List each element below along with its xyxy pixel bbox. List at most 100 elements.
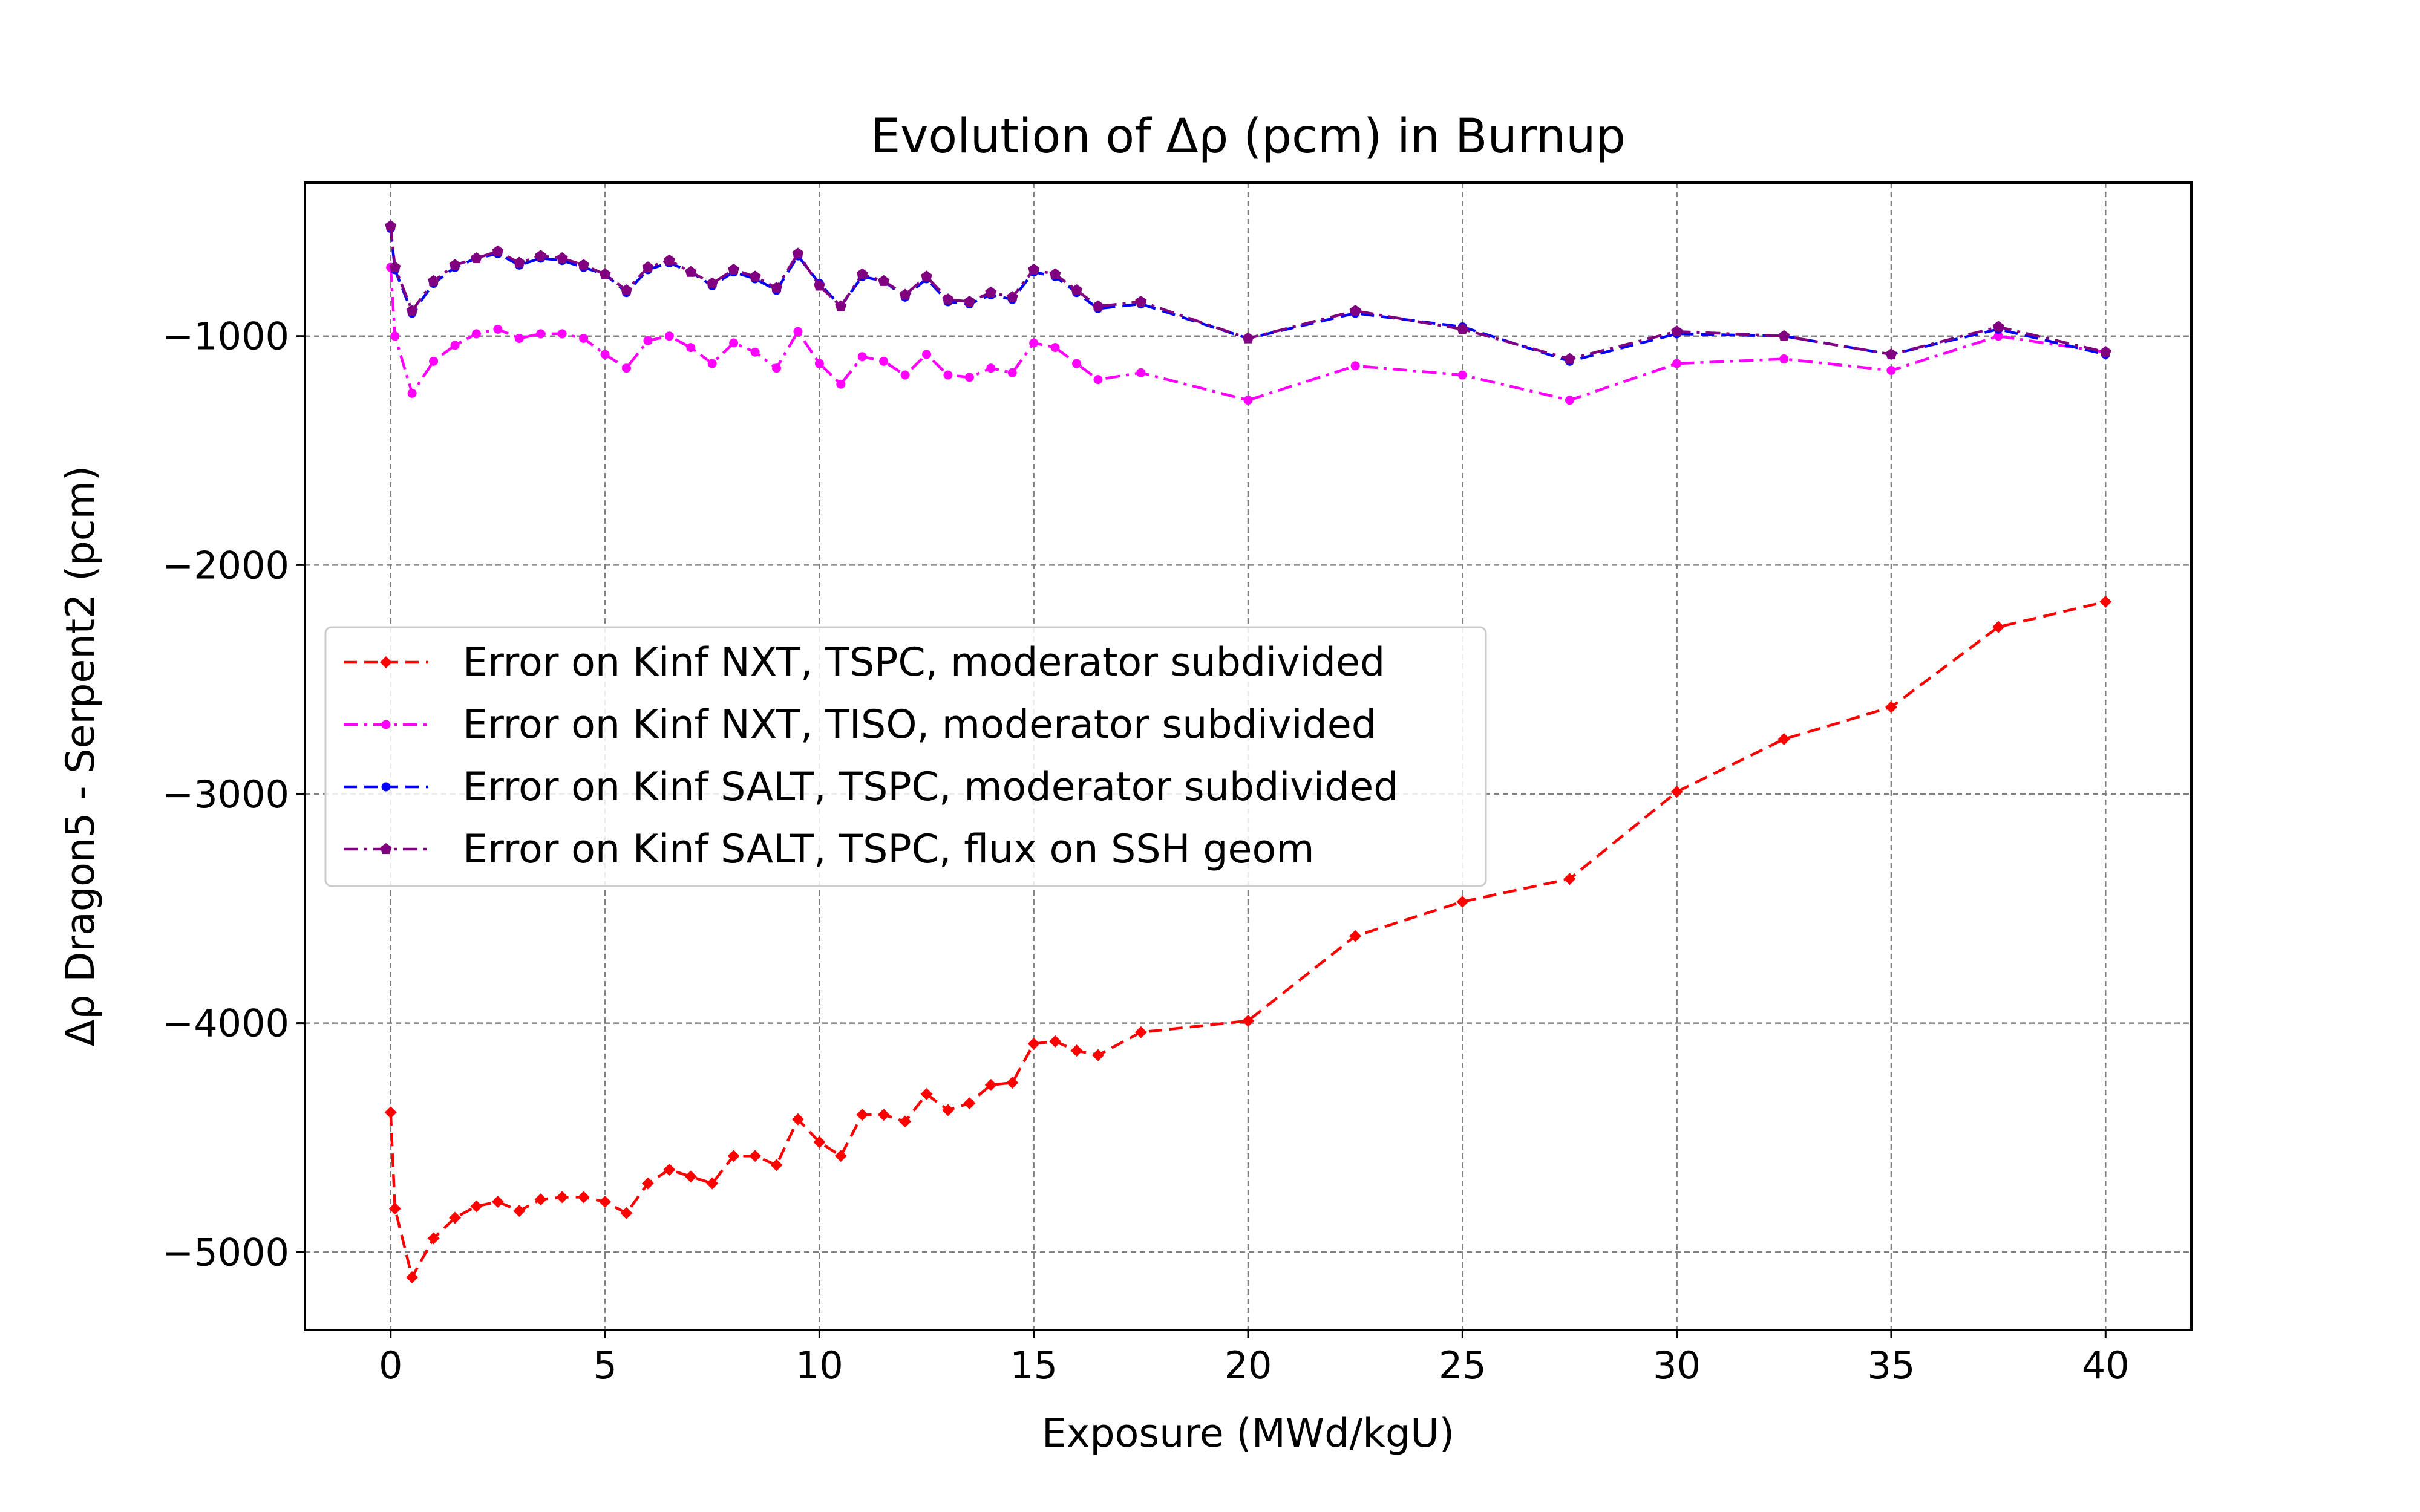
data-point	[1006, 291, 1018, 302]
data-point	[685, 266, 697, 277]
data-point	[471, 329, 481, 339]
data-point	[900, 370, 910, 380]
data-point	[772, 363, 781, 373]
data-point	[941, 1104, 954, 1116]
y-tick-label: −2000	[162, 543, 289, 587]
x-tick-label: 30	[1653, 1343, 1701, 1387]
data-point	[642, 261, 654, 273]
data-point	[1350, 361, 1360, 371]
data-point	[493, 324, 503, 334]
data-point	[1563, 873, 1576, 885]
data-point	[877, 1109, 890, 1121]
data-point	[986, 363, 996, 373]
x-tick-label: 40	[2082, 1343, 2130, 1387]
y-tick-label: −4000	[162, 1002, 289, 1046]
data-point	[491, 1195, 504, 1208]
data-point	[557, 329, 567, 339]
data-point	[514, 333, 524, 343]
data-point	[1671, 325, 1683, 337]
chart-title: Evolution of Δρ (pcm) in Burnup	[871, 109, 1626, 164]
series-4	[385, 220, 2111, 364]
data-point	[879, 356, 889, 366]
x-tick-label: 5	[593, 1343, 616, 1387]
data-point	[534, 1193, 547, 1206]
data-point	[1564, 353, 1575, 364]
data-point	[1885, 348, 1897, 360]
data-point	[791, 1113, 804, 1126]
data-point	[556, 252, 568, 263]
series-line	[389, 600, 2106, 1282]
data-point	[1670, 786, 1683, 798]
data-point	[2099, 595, 2112, 608]
data-point	[620, 1207, 633, 1219]
data-point	[684, 1170, 697, 1183]
data-point	[664, 331, 674, 341]
data-point	[407, 388, 417, 398]
data-point	[749, 1150, 762, 1162]
data-point	[470, 252, 482, 263]
data-point	[793, 327, 803, 336]
data-point	[1006, 1077, 1019, 1089]
data-point	[599, 1195, 612, 1208]
data-point	[428, 275, 440, 286]
legend-label: Error on Kinf SALT, TSPC, flux on SSH ge…	[463, 827, 1315, 872]
legend-entry: Error on Kinf NXT, TISO, moderator subdi…	[344, 702, 1376, 748]
data-point	[856, 268, 868, 279]
data-point	[384, 1106, 397, 1119]
data-point	[1992, 621, 2005, 633]
x-tick-label: 0	[379, 1343, 402, 1387]
data-point	[834, 1150, 847, 1162]
series-line	[389, 267, 2106, 402]
data-point	[1349, 305, 1361, 316]
data-point	[920, 1087, 933, 1100]
data-point	[836, 379, 846, 389]
series-layer	[384, 220, 2112, 1283]
legend-label: Error on Kinf NXT, TISO, moderator subdi…	[463, 702, 1376, 748]
data-point	[813, 279, 825, 291]
series-line	[389, 226, 2106, 360]
data-point	[406, 305, 418, 316]
data-point	[380, 656, 392, 668]
data-point	[577, 1191, 590, 1204]
data-point	[1242, 1014, 1254, 1027]
data-point	[621, 284, 632, 296]
legend-items: Error on Kinf NXT, TSPC, moderator subdi…	[344, 640, 1398, 872]
data-point	[1135, 295, 1147, 307]
data-point	[1349, 930, 1362, 942]
data-point	[388, 1202, 401, 1215]
data-point	[792, 247, 804, 259]
data-point	[984, 1078, 997, 1091]
data-point	[1007, 368, 1017, 377]
data-point	[835, 300, 847, 311]
data-point	[1565, 396, 1574, 405]
y-axis-label: Δρ Dragon5 - Serpent2 (pcm)	[58, 466, 103, 1046]
data-point	[1091, 1049, 1104, 1061]
data-point	[921, 270, 932, 282]
data-point	[1136, 368, 1146, 377]
ticks: 0 5 10 15 20 25 30 35 40 −5000 −4000 −3000 −2000 −100…	[162, 314, 2129, 1387]
data-point	[450, 341, 460, 350]
data-point	[1243, 396, 1253, 405]
data-point	[381, 782, 391, 792]
y-tick-label: −3000	[162, 772, 289, 816]
data-point	[985, 286, 997, 298]
data-point	[429, 356, 439, 366]
data-point	[390, 331, 400, 341]
legend-entry: Error on Kinf SALT, TSPC, moderator subd…	[344, 764, 1398, 810]
data-point	[899, 1115, 912, 1128]
data-point	[1070, 1044, 1083, 1057]
legend-box	[324, 626, 1487, 887]
data-point	[1456, 323, 1468, 334]
data-point	[728, 263, 740, 275]
data-point	[389, 261, 401, 273]
data-point	[1993, 331, 2003, 341]
data-point	[663, 1163, 676, 1176]
data-point	[1457, 370, 1467, 380]
data-point	[1992, 321, 2004, 332]
data-point	[470, 1200, 483, 1213]
data-point	[1050, 343, 1060, 353]
data-point	[813, 1136, 826, 1149]
data-point	[1778, 330, 1790, 341]
data-point	[771, 282, 782, 293]
